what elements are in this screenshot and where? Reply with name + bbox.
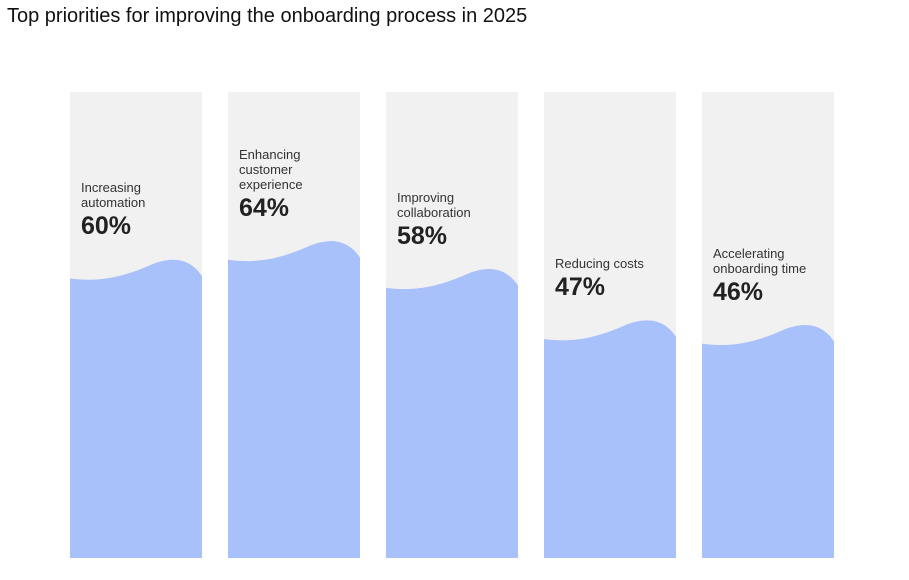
value-label: 46% [713,277,764,306]
bar-fill-accelerating-onboarding-time [702,324,834,558]
category-label: Reducing costs [555,255,644,271]
value-label: 47% [555,272,606,301]
category-label: Increasing automation [81,180,146,211]
value-label: 64% [239,193,290,222]
bar-fill-reducing-costs [544,320,676,558]
bar-fill-increasing-automation [70,259,202,558]
category-label: Enhancing customer experience [239,146,303,192]
page-title: Top priorities for improving the onboard… [7,5,528,27]
value-label: 60% [81,212,132,241]
category-label: Improving collaboration [397,189,471,220]
value-label: 58% [397,221,448,250]
bar-fill-improving-collaboration [386,269,518,558]
category-label: Accelerating onboarding time [713,245,807,276]
bar-fill-enhancing-customer-experience [228,241,360,558]
